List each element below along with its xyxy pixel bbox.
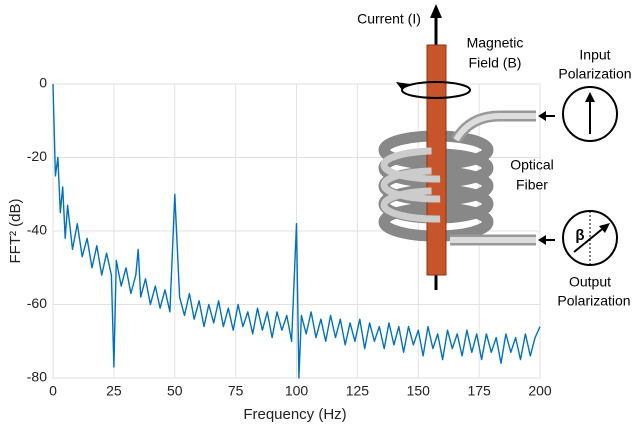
conductor-rod	[426, 44, 447, 276]
pol-arrow	[573, 225, 607, 253]
coil-front	[380, 147, 492, 183]
output-label: Polarization	[557, 293, 630, 309]
x-tick-label: 75	[228, 383, 244, 399]
x-tick-label: 200	[528, 383, 552, 399]
x-tick-label: 175	[467, 383, 491, 399]
y-tick-label: -20	[27, 148, 47, 164]
input-label: Input	[579, 47, 610, 63]
x-tick-label: 150	[407, 383, 431, 399]
arrow-head	[538, 111, 546, 121]
fiber-label: Fiber	[516, 177, 548, 193]
x-axis-label: Frequency (Hz)	[243, 406, 346, 423]
y-tick-label: -60	[27, 295, 47, 311]
fiber-input	[453, 113, 536, 142]
fiber-label: Optical	[510, 157, 554, 173]
current-label: Current (I)	[357, 11, 421, 27]
x-tick-label: 125	[346, 383, 370, 399]
y-tick-label: -80	[27, 369, 47, 385]
input-label: Polarization	[558, 66, 631, 82]
arrow-head	[430, 4, 442, 18]
x-tick-label: 0	[49, 383, 57, 399]
y-tick-label: 0	[39, 75, 47, 91]
arrow-head	[396, 82, 410, 90]
data-line	[52, 83, 541, 379]
x-tick-label: 100	[285, 383, 309, 399]
arrow-head	[538, 235, 546, 245]
x-tick-label: 25	[106, 383, 122, 399]
y-axis-label: FFT² (dB)	[7, 199, 24, 264]
coil-front	[380, 167, 492, 203]
output-label: Output	[569, 274, 611, 290]
diagram: β Current (I) Magnetic Field (B) Input P…	[357, 4, 632, 309]
coil-front	[380, 187, 492, 223]
beta-label: β	[575, 227, 584, 244]
x-tick-label: 50	[167, 383, 183, 399]
field-label: Field (B)	[469, 55, 522, 71]
arrow-head	[599, 223, 610, 233]
arrow-head	[585, 92, 595, 102]
field-label: Magnetic	[467, 35, 524, 51]
y-tick-label: -40	[27, 222, 47, 238]
